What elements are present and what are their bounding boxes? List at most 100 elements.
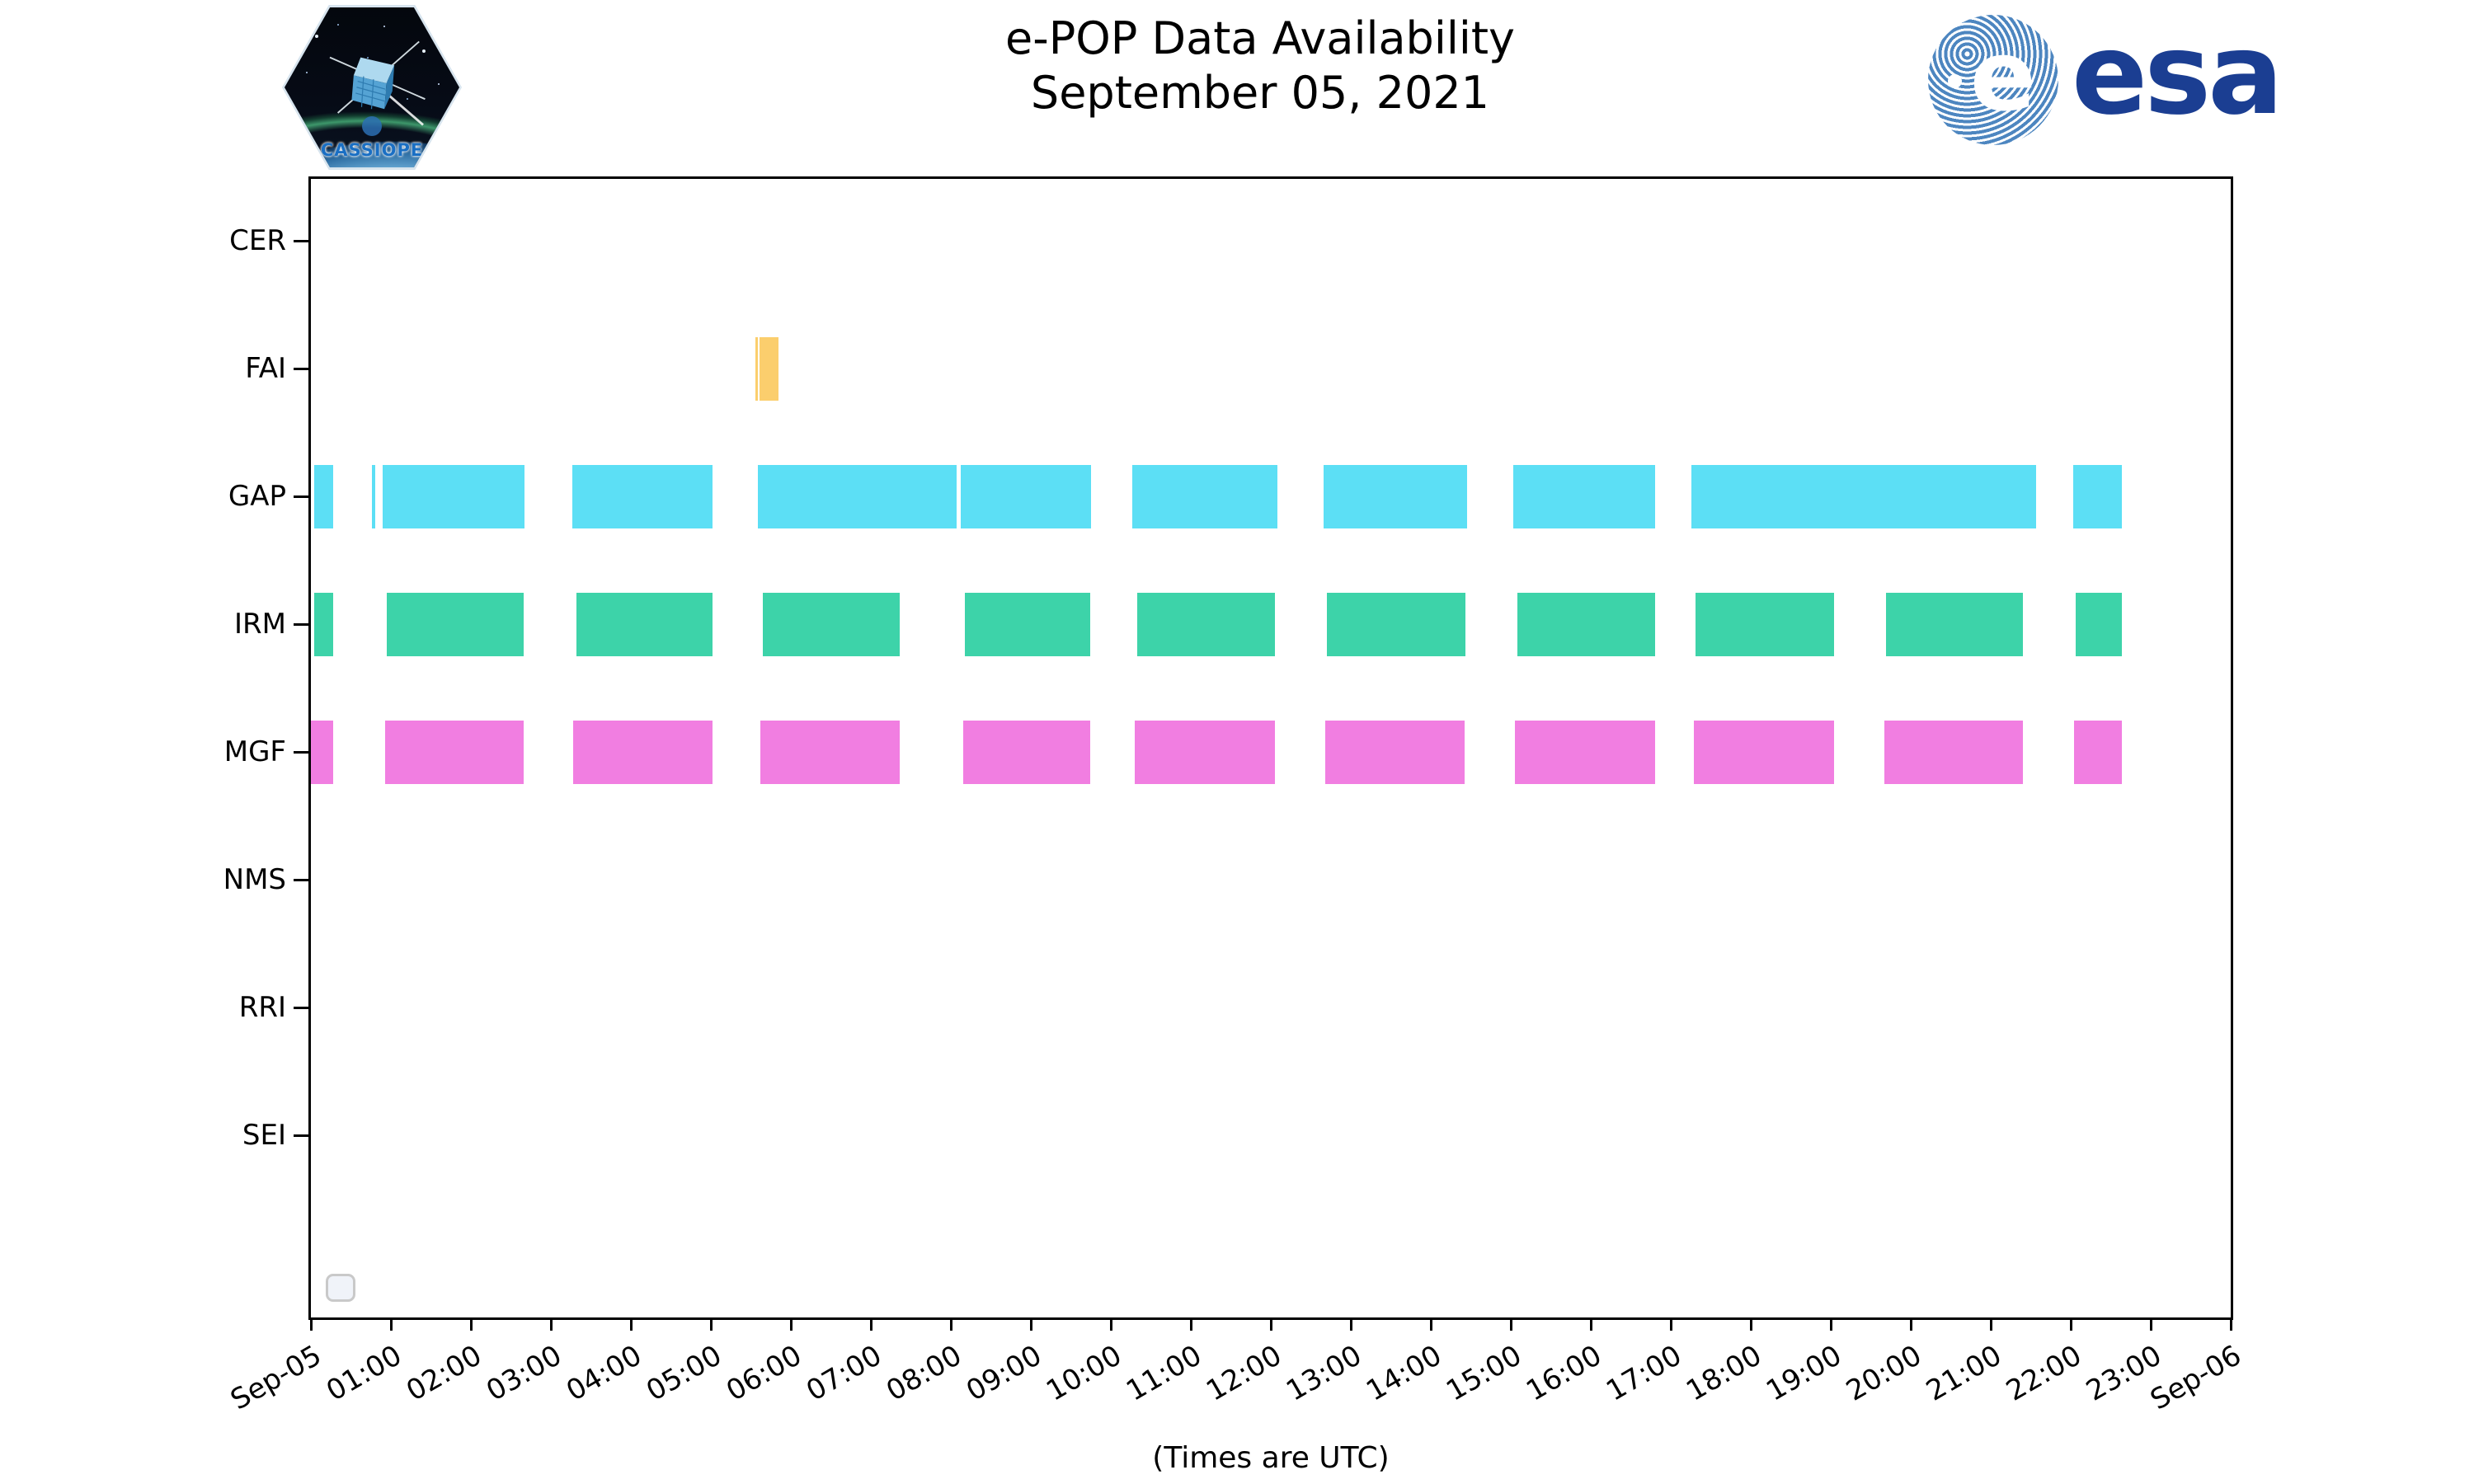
x-tick-label-2: 02:00 <box>401 1339 487 1408</box>
y-tick-label-sei: SEI <box>242 1119 286 1152</box>
availability-bar-irm <box>1696 592 1834 656</box>
y-tick-label-nms: NMS <box>223 863 286 896</box>
esa-globe-icon: e <box>1928 15 2058 145</box>
y-tick-mark-rri <box>294 1006 308 1009</box>
x-tick-label-24: Sep-06 <box>2145 1339 2247 1417</box>
availability-bar-mgf <box>1135 720 1275 784</box>
x-tick-label-15: 15:00 <box>1441 1339 1527 1408</box>
x-tick-mark-6 <box>789 1317 793 1331</box>
availability-bar-gap <box>572 464 713 528</box>
x-tick-label-20: 20:00 <box>1841 1339 1927 1408</box>
x-tick-mark-14 <box>1429 1317 1432 1331</box>
x-tick-mark-5 <box>709 1317 713 1331</box>
y-tick-mark-cer <box>294 239 308 242</box>
availability-bar-irm <box>1517 592 1655 656</box>
availability-bar-irm <box>576 592 713 656</box>
availability-bar-irm <box>2075 592 2123 656</box>
availability-bar-mgf <box>962 720 1090 784</box>
x-tick-label-13: 13:00 <box>1281 1339 1367 1408</box>
x-tick-label-6: 06:00 <box>721 1339 807 1408</box>
x-axis-label: (Times are UTC) <box>1152 1441 1390 1475</box>
availability-bar-irm <box>763 592 900 656</box>
x-tick-mark-19 <box>1829 1317 1832 1331</box>
x-tick-label-3: 03:00 <box>481 1339 567 1408</box>
chart-title: e-POP Data Availability <box>1005 12 1515 64</box>
esa-wordmark: esa <box>2072 10 2284 140</box>
availability-bar-gap <box>313 464 334 528</box>
availability-bar-irm <box>1885 592 2023 656</box>
y-tick-label-fai: FAI <box>245 352 286 385</box>
x-tick-label-8: 08:00 <box>881 1339 967 1408</box>
x-tick-mark-20 <box>1909 1317 1912 1331</box>
availability-bar-gap <box>1691 464 2037 528</box>
x-tick-mark-10 <box>1109 1317 1112 1331</box>
x-tick-mark-12 <box>1269 1317 1272 1331</box>
availability-bar-fai <box>755 336 759 401</box>
availability-bar-mgf <box>1514 720 1655 784</box>
x-tick-mark-2 <box>469 1317 473 1331</box>
y-tick-label-rri: RRI <box>238 991 286 1024</box>
x-tick-mark-23 <box>2149 1317 2152 1331</box>
x-tick-mark-16 <box>1589 1317 1592 1331</box>
x-tick-mark-9 <box>1029 1317 1032 1331</box>
x-tick-label-7: 07:00 <box>801 1339 887 1408</box>
x-tick-label-16: 16:00 <box>1521 1339 1607 1408</box>
x-tick-mark-0 <box>309 1317 313 1331</box>
availability-bar-gap <box>1132 464 1277 528</box>
availability-bar-irm <box>965 592 1090 656</box>
x-tick-label-22: 22:00 <box>2001 1339 2087 1408</box>
plot-area: CER FAI GAP IRM MGF NMS RRI SEI Sep-05 01:00 02:00… <box>223 176 2247 1416</box>
availability-bar-mgf <box>1884 720 2023 784</box>
esa-logo: e esa <box>1928 10 2284 145</box>
availability-bar-gap <box>2072 464 2123 528</box>
cassiope-patch-artwork: CASSIOPE <box>285 7 459 167</box>
availability-bar-mgf <box>573 720 713 784</box>
x-tick-label-21: 21:00 <box>1921 1339 2007 1408</box>
y-tick-mark-sei <box>294 1134 308 1137</box>
x-tick-label-1: 01:00 <box>321 1339 407 1408</box>
x-tick-mark-22 <box>2069 1317 2072 1331</box>
x-tick-mark-7 <box>869 1317 872 1331</box>
y-tick-label-irm: IRM <box>234 608 286 641</box>
x-tick-label-14: 14:00 <box>1361 1339 1447 1408</box>
esa-globe-letter: e <box>1969 18 2036 133</box>
availability-bar-irm <box>313 592 334 656</box>
y-tick-mark-gap <box>294 495 308 498</box>
x-tick-label-12: 12:00 <box>1201 1339 1287 1408</box>
x-tick-mark-13 <box>1349 1317 1352 1331</box>
availability-bar-gap <box>371 464 375 528</box>
cassiope-mission-patch: CASSIOPE <box>282 5 462 170</box>
x-tick-label-9: 09:00 <box>961 1339 1047 1408</box>
availability-bar-mgf <box>2073 720 2123 784</box>
y-tick-label-gap: GAP <box>228 480 286 513</box>
availability-bar-mgf <box>385 720 524 784</box>
x-tick-label-18: 18:00 <box>1681 1339 1767 1408</box>
availability-bar-mgf <box>1694 720 1834 784</box>
x-tick-mark-15 <box>1509 1317 1512 1331</box>
availability-bar-gap <box>383 464 524 528</box>
y-tick-mark-irm <box>294 622 308 626</box>
availability-bar-gap <box>1324 464 1467 528</box>
empty-legend-box <box>326 1274 355 1302</box>
x-tick-mark-8 <box>949 1317 952 1331</box>
y-tick-label-mgf: MGF <box>223 735 286 768</box>
satellite-icon <box>329 40 426 126</box>
y-tick-label-cer: CER <box>229 224 286 257</box>
x-tick-mark-11 <box>1189 1317 1192 1331</box>
y-tick-mark-nms <box>294 878 308 881</box>
availability-bar-mgf <box>311 720 334 784</box>
x-tick-mark-1 <box>389 1317 393 1331</box>
x-tick-label-5: 05:00 <box>641 1339 727 1408</box>
x-tick-mark-24 <box>2229 1317 2232 1331</box>
availability-bar-mgf <box>1324 720 1465 784</box>
availability-bar-gap <box>1512 464 1655 528</box>
x-tick-mark-18 <box>1749 1317 1752 1331</box>
chart-subtitle: September 05, 2021 <box>1030 67 1490 119</box>
x-tick-label-10: 10:00 <box>1041 1339 1127 1408</box>
x-tick-label-11: 11:00 <box>1121 1339 1207 1408</box>
title-block: e-POP Data Availability September 05, 20… <box>1005 12 1515 120</box>
x-tick-mark-3 <box>549 1317 553 1331</box>
availability-bar-irm <box>1137 592 1275 656</box>
csa-mark-icon <box>362 116 382 136</box>
